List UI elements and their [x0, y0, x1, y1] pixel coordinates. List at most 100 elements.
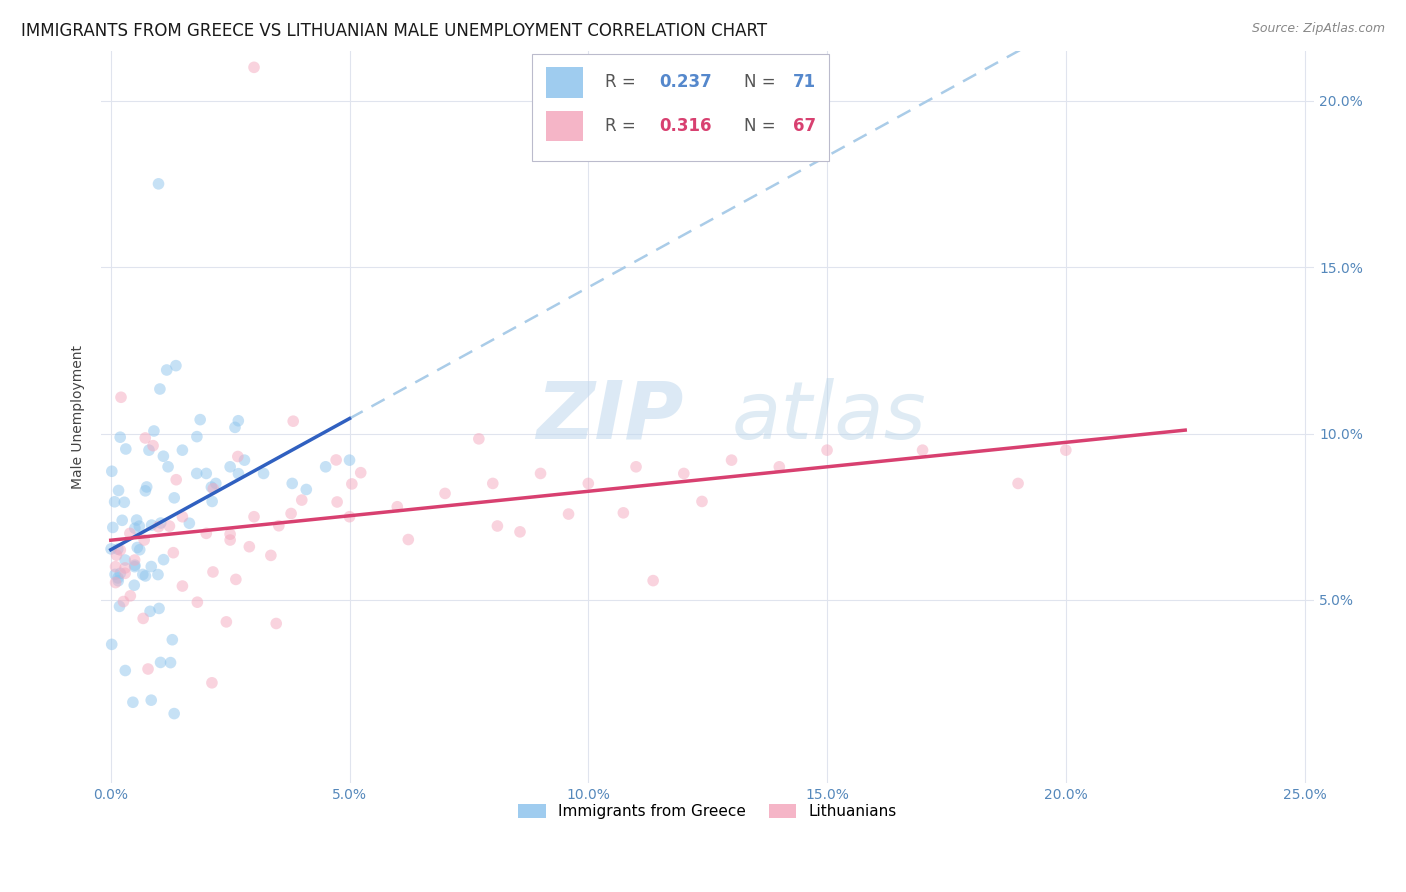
Point	[125, 513, 148, 527]
Point	[434, 486, 457, 500]
Point	[339, 509, 361, 524]
Point	[101, 520, 124, 534]
Text: ZIP: ZIP	[536, 378, 683, 456]
Point	[134, 533, 156, 547]
Point	[172, 509, 194, 524]
Point	[201, 565, 224, 579]
Point	[142, 424, 165, 438]
Point	[260, 549, 283, 563]
Point	[162, 632, 184, 647]
Point	[118, 526, 141, 541]
Point	[186, 467, 208, 481]
Point	[768, 459, 790, 474]
Point	[157, 459, 180, 474]
Legend: Immigrants from Greece, Lithuanians: Immigrants from Greece, Lithuanians	[510, 797, 904, 827]
Point	[396, 533, 419, 547]
Point	[139, 604, 162, 618]
Point	[148, 601, 170, 615]
Point	[219, 459, 242, 474]
Point	[159, 519, 181, 533]
Point	[141, 559, 163, 574]
FancyBboxPatch shape	[531, 54, 830, 161]
Point	[100, 541, 122, 556]
Point	[325, 453, 347, 467]
Point	[186, 429, 208, 443]
Point	[124, 559, 146, 574]
Point	[132, 611, 155, 625]
Point	[107, 571, 129, 585]
Point	[243, 509, 266, 524]
Point	[509, 524, 531, 539]
Point	[280, 507, 302, 521]
Point	[291, 493, 314, 508]
Point	[281, 476, 304, 491]
Point	[225, 573, 247, 587]
Point	[135, 480, 157, 494]
Point	[132, 567, 155, 582]
Point	[152, 449, 174, 463]
Text: 71: 71	[793, 73, 815, 91]
Point	[201, 675, 224, 690]
Point	[165, 359, 187, 373]
Point	[104, 575, 127, 590]
Text: N =: N =	[744, 73, 776, 91]
Point	[112, 594, 135, 608]
Point	[152, 552, 174, 566]
Point	[283, 414, 305, 428]
Point	[149, 382, 172, 396]
Point	[315, 459, 337, 474]
Point	[612, 506, 634, 520]
Point	[179, 516, 201, 531]
Point	[172, 579, 194, 593]
Point	[326, 495, 349, 509]
Point	[228, 467, 250, 481]
Point	[350, 466, 373, 480]
Point	[1007, 476, 1029, 491]
Point	[204, 476, 226, 491]
Text: 67: 67	[793, 117, 815, 135]
Point	[149, 516, 172, 530]
Point	[134, 569, 156, 583]
Point	[112, 495, 135, 509]
Point	[529, 467, 551, 481]
Point	[107, 574, 129, 588]
Point	[815, 443, 838, 458]
Point	[104, 495, 127, 509]
Point	[295, 483, 318, 497]
Point	[149, 656, 172, 670]
Point	[643, 574, 665, 588]
Point	[911, 443, 934, 458]
Point	[202, 482, 225, 496]
Point	[159, 656, 181, 670]
Point	[134, 431, 156, 445]
Text: 0.237: 0.237	[659, 73, 711, 91]
Point	[156, 363, 179, 377]
Point	[101, 464, 124, 478]
FancyBboxPatch shape	[547, 111, 582, 142]
Point	[105, 548, 128, 562]
Point	[142, 439, 165, 453]
Point	[720, 453, 742, 467]
Point	[134, 483, 156, 498]
Point	[165, 473, 187, 487]
Point	[146, 567, 169, 582]
Text: R =: R =	[605, 117, 636, 135]
Point	[243, 60, 266, 74]
Point	[481, 476, 503, 491]
Point	[238, 540, 260, 554]
Point	[114, 442, 136, 456]
Point	[124, 553, 146, 567]
Point	[107, 483, 129, 498]
Point	[188, 412, 211, 426]
Point	[557, 507, 579, 521]
Point	[233, 453, 256, 467]
Point	[226, 414, 249, 428]
Point	[128, 519, 150, 533]
Point	[215, 615, 238, 629]
Point	[252, 467, 274, 481]
Point	[110, 390, 132, 404]
Point	[114, 561, 136, 575]
Point	[624, 459, 647, 474]
Point	[114, 553, 136, 567]
Point	[201, 494, 224, 508]
